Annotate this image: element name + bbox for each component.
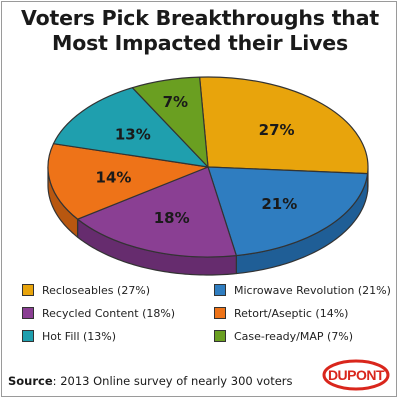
legend-swatch xyxy=(22,284,34,296)
pie-label-case-ready-map: 7% xyxy=(163,93,188,111)
pie-slice-recycled-content xyxy=(76,166,237,258)
chart-legend: Recloseables (27%) Microwave Revolution (… xyxy=(14,282,394,352)
chart-title-line-2: Most Impacted their Lives xyxy=(52,31,348,55)
pie-label-microwave-revolution: 21% xyxy=(261,195,297,213)
chart-title: Voters Pick Breakthroughs that Most Impa… xyxy=(0,6,400,56)
source-label: Source xyxy=(8,374,53,388)
dupont-logo: DUPONT xyxy=(322,359,390,391)
chart-title-line-1: Voters Pick Breakthroughs that xyxy=(21,6,379,30)
legend-label: Recloseables (27%) xyxy=(42,283,151,297)
legend-label: Microwave Revolution (21%) xyxy=(234,283,391,297)
legend-swatch xyxy=(22,330,34,342)
legend-label: Retort/Aseptic (14%) xyxy=(234,306,349,320)
pie-slice-recloseables xyxy=(199,76,369,175)
legend-label: Hot Fill (13%) xyxy=(42,329,117,343)
legend-swatch xyxy=(214,284,226,296)
legend-swatch xyxy=(214,307,226,319)
source-text: : 2013 Online survey of nearly 300 voter… xyxy=(52,374,293,388)
pie-slice-retort-aseptic xyxy=(47,143,209,220)
source-note: Source: 2013 Online survey of nearly 300… xyxy=(8,374,293,388)
legend-item-recloseables: Recloseables (27%) xyxy=(22,282,150,298)
logo-oval xyxy=(322,359,390,391)
legend-label: Case-ready/MAP (7%) xyxy=(234,329,354,343)
legend-label: Recycled Content (18%) xyxy=(42,306,176,320)
legend-swatch xyxy=(214,330,226,342)
legend-item-retort-aseptic: Retort/Aseptic (14%) xyxy=(214,305,348,321)
legend-swatch xyxy=(22,307,34,319)
pie-label-recloseables: 27% xyxy=(259,121,295,139)
pie-label-recycled-content: 18% xyxy=(154,209,190,227)
pie-slice-case-ready-map xyxy=(131,76,209,168)
pie-label-retort-aseptic: 14% xyxy=(96,169,132,187)
logo-text: DUPONT xyxy=(328,367,385,383)
pie-label-hot-fill: 13% xyxy=(115,126,151,144)
legend-item-recycled-content: Recycled Content (18%) xyxy=(22,305,175,321)
legend-item-microwave-revolution: Microwave Revolution (21%) xyxy=(214,282,391,298)
legend-item-hot-fill: Hot Fill (13%) xyxy=(22,328,116,344)
pie-slice-microwave-revolution xyxy=(207,166,369,257)
legend-item-case-ready-map: Case-ready/MAP (7%) xyxy=(214,328,353,344)
pie-slice-hot-fill xyxy=(52,87,209,168)
